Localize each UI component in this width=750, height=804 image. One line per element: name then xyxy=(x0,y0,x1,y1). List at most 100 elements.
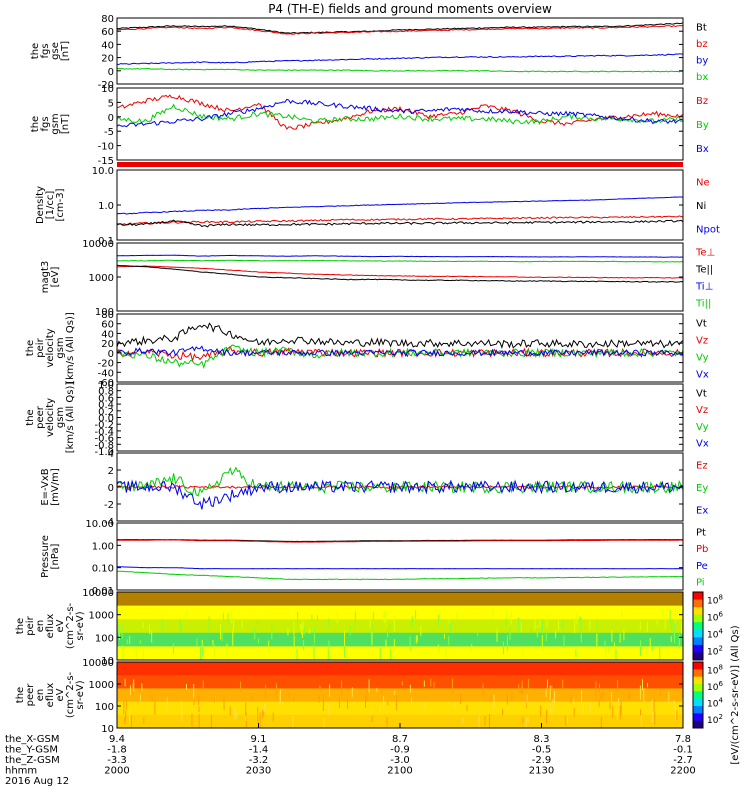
y-tick-label: -0.2 xyxy=(94,420,114,431)
legend-label: Vt xyxy=(696,388,707,399)
y-axis-label-line: [nT] xyxy=(60,114,71,134)
colorbar-frame xyxy=(692,661,704,729)
colorbar-step xyxy=(693,599,703,608)
y-axis-label: the fgs gsm [nT] xyxy=(30,113,71,134)
y-tick-label: 0.0 xyxy=(98,414,114,425)
legend-label: Vx xyxy=(696,439,709,450)
y-axis-label: Pressure [nPa] xyxy=(40,535,61,578)
y-tick-label: 10.00 xyxy=(85,519,114,530)
x-tick-label: -0.1 xyxy=(673,745,693,756)
y-tick-label: 1.0 xyxy=(98,201,114,212)
x-tick-label: -3.0 xyxy=(390,755,410,766)
legend-label: Ti|| xyxy=(695,299,711,310)
y-axis-label-line: sr-eV) xyxy=(75,611,86,640)
legend-label: Bx xyxy=(696,144,709,155)
legend-label: Vz xyxy=(696,336,708,347)
colorbar-step xyxy=(693,684,703,692)
y-axis-label: the fgs gse [nT] xyxy=(30,41,71,61)
y-tick-label: 1.00 xyxy=(92,541,114,552)
colorbar-step xyxy=(693,676,703,685)
spectrogram-band xyxy=(117,675,683,689)
series-line xyxy=(117,539,684,543)
y-tick-label: 4 xyxy=(108,449,114,460)
legend-label: Ez xyxy=(696,460,708,471)
y-axis-label: the peir velocity gsm [km/s (All Qs)] xyxy=(25,312,76,384)
legend-label: Vx xyxy=(696,370,709,381)
series-line xyxy=(116,67,684,73)
y-tick-label: 2 xyxy=(108,466,114,477)
series-line xyxy=(116,345,684,363)
y-axis-label-line: peer xyxy=(25,683,36,707)
y-axis-label-line: the xyxy=(15,687,26,703)
x-tick-label: -3.2 xyxy=(249,755,269,766)
panel-3: Ne Ni Npot 10.0 1.0 0.1 Density [1/cc] [cm-3] xyxy=(35,166,720,247)
y-tick-label: 20 xyxy=(101,54,114,65)
legend-label: Npot xyxy=(696,224,720,235)
y-tick-label: 10 xyxy=(101,84,114,95)
y-axis-label-line: eV xyxy=(55,688,66,701)
legend-label: Ex xyxy=(696,506,708,517)
y-tick-label: -0.8 xyxy=(94,440,114,451)
legend-label: Vz xyxy=(696,405,708,416)
colorbar-step xyxy=(693,669,703,678)
y-axis-label-line: the xyxy=(25,340,36,356)
y-axis-label-line: [cm-3] xyxy=(55,188,66,221)
spectrogram-band xyxy=(117,662,683,676)
y-tick-label: 0.10 xyxy=(92,564,114,575)
y-tick-label: 60 xyxy=(101,27,114,38)
y-tick-label: -1.0 xyxy=(94,447,114,458)
colorbar-step xyxy=(693,644,703,653)
y-axis-label-line: the xyxy=(30,43,41,59)
x-tick-label: 7.8 xyxy=(675,734,691,745)
colorbar-tick-label: 104 xyxy=(707,628,723,641)
colorbar-step xyxy=(693,698,703,707)
legend-label: Bt xyxy=(696,22,707,33)
colorbar-step xyxy=(693,614,703,623)
series-line xyxy=(116,94,684,130)
y-axis-label-line: gsm xyxy=(50,113,61,134)
series-line xyxy=(116,344,684,370)
panel-frame xyxy=(116,383,684,452)
x-tick-label: 2200 xyxy=(670,766,695,777)
panel-10: 10000 1000 100 10 the peer en eflux eV (cm^2-s-sr… xyxy=(15,658,684,735)
colorbar-title: [eV/(cm^2-s-sr-eV)] (All Qs) xyxy=(730,625,741,764)
legend-label: by xyxy=(696,55,708,66)
y-axis-label-line: velocity xyxy=(45,398,56,437)
legend-label: Pt xyxy=(696,527,706,538)
y-tick-label: 60 xyxy=(101,320,114,331)
colorbar-step xyxy=(693,592,703,601)
colorbar-step xyxy=(693,629,703,638)
y-tick-label: 0 xyxy=(108,113,114,124)
spectrogram-band xyxy=(117,619,683,634)
spectrogram-band xyxy=(117,701,683,716)
series-line xyxy=(117,215,684,226)
spectrogram-band xyxy=(117,632,683,647)
y-tick-label: 0 xyxy=(108,67,114,78)
y-axis-label-line: eflux xyxy=(45,683,56,708)
series-line xyxy=(117,254,684,258)
y-tick-label: 0.01 xyxy=(92,586,114,597)
legend-label: Pe xyxy=(696,561,708,572)
series-line xyxy=(116,466,684,497)
legend-label: Vt xyxy=(696,319,707,330)
y-axis-label-line: eV xyxy=(55,619,66,632)
y-axis-label-line: (cm^2-s- xyxy=(65,671,76,718)
x-tick-label: 2130 xyxy=(529,766,554,777)
x-row-label: the_X-GSM xyxy=(5,734,59,745)
legend-label: Vy xyxy=(696,353,709,364)
y-tick-label: 10000 xyxy=(82,658,114,669)
panel-6: Vt Vz Vy Vx 1.00.80.60.40.20.0-0.2-0.4-0.6-0… xyxy=(25,380,709,458)
series-line xyxy=(116,196,684,215)
plot-title: P4 (TH-E) fields and ground moments over… xyxy=(268,2,552,16)
y-axis-label-line: peer xyxy=(35,405,46,429)
x-tick-label: 2100 xyxy=(387,766,412,777)
legend-label: Pi xyxy=(696,578,705,589)
spectrogram-band xyxy=(117,646,683,661)
panel-7: Ez Ey Ex 4 2 0 -2 -4 E=-VxB [mV/m] xyxy=(40,449,708,528)
y-axis-label-line: gsm xyxy=(55,337,66,358)
series-line xyxy=(117,570,684,581)
colorbar-tick-label: 108 xyxy=(707,663,723,676)
y-tick-label: 10000 xyxy=(82,239,114,250)
series-line xyxy=(116,98,684,128)
